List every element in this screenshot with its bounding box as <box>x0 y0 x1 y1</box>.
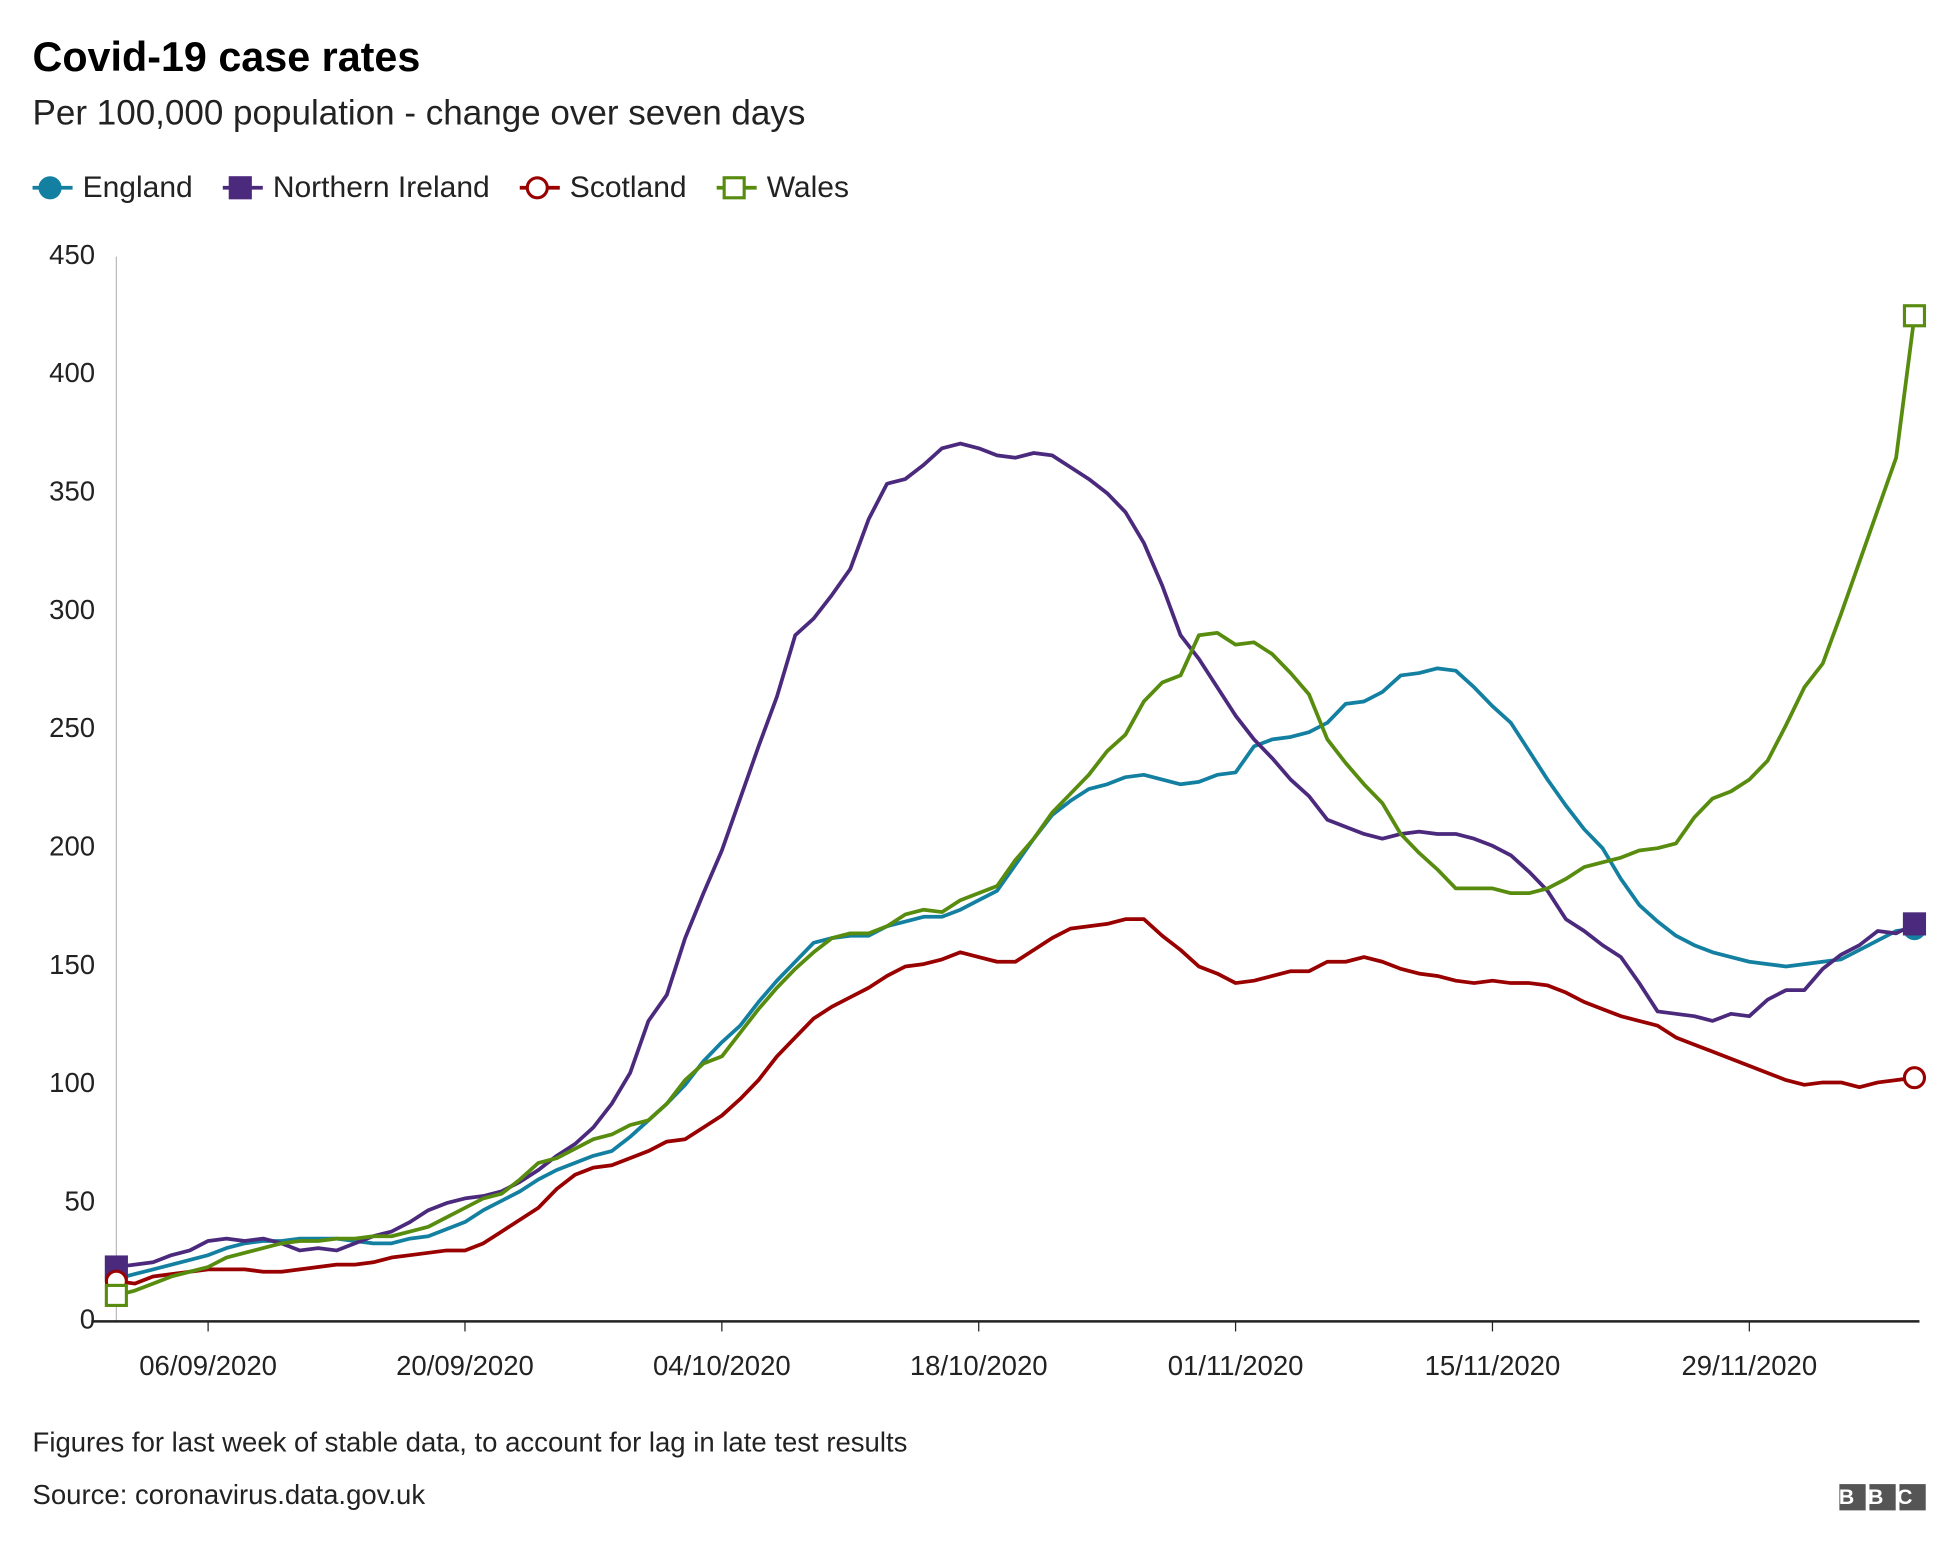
x-tick-label: 18/10/2020 <box>910 1350 1048 1381</box>
legend-item: Scotland <box>519 171 687 204</box>
y-tick-label: 300 <box>49 594 95 625</box>
y-tick-label: 100 <box>49 1067 95 1098</box>
series-line <box>116 917 1915 1286</box>
y-tick-label: 50 <box>64 1185 95 1216</box>
logo-block <box>1899 1484 1926 1511</box>
y-tick-label: 400 <box>49 357 95 388</box>
x-tick-label: 04/10/2020 <box>653 1350 791 1381</box>
x-tick-label: 01/11/2020 <box>1168 1350 1304 1381</box>
legend-item: Wales <box>716 171 849 204</box>
legend-label: Northern Ireland <box>273 171 490 204</box>
logo-text: BBC <box>1839 1485 1926 1509</box>
end-marker <box>1902 304 1927 328</box>
logo: BBC <box>1839 1484 1926 1511</box>
source: Source: coronavirus.data.gov.uk <box>33 1479 426 1510</box>
legend-marker <box>525 176 549 200</box>
legend-item: Northern Ireland <box>222 171 490 204</box>
chart-subtitle: Per 100,000 population - change over sev… <box>33 93 806 132</box>
end-marker <box>1902 912 1927 936</box>
y-tick-label: 350 <box>49 475 95 506</box>
y-tick-label: 450 <box>49 239 95 270</box>
x-tick-label: 06/09/2020 <box>139 1350 277 1381</box>
x-tick-label: 29/11/2020 <box>1681 1350 1817 1381</box>
logo-block <box>1869 1484 1896 1511</box>
logo-block <box>1839 1484 1866 1511</box>
legend-label: Wales <box>767 171 849 204</box>
end-marker <box>104 1283 128 1307</box>
legend-label: England <box>83 171 193 204</box>
x-tick-label: 20/09/2020 <box>396 1350 534 1381</box>
legend-marker <box>38 176 62 200</box>
y-tick-label: 0 <box>80 1304 95 1335</box>
legend-label: Scotland <box>570 171 687 204</box>
y-tick-label: 200 <box>49 830 95 861</box>
y-tick-label: 250 <box>49 712 95 743</box>
legend-marker <box>228 176 252 200</box>
chart-title: Covid-19 case rates <box>33 34 421 80</box>
legend-item: England <box>32 171 193 204</box>
x-tick-label: 15/11/2020 <box>1425 1350 1561 1381</box>
legend-marker <box>722 176 746 200</box>
series-line <box>115 666 1915 1281</box>
y-tick-label: 150 <box>49 949 95 980</box>
series-line <box>115 315 1917 1298</box>
end-marker <box>1902 1066 1927 1090</box>
series-line <box>116 441 1916 1269</box>
footnote: Figures for last week of stable data, to… <box>33 1426 908 1457</box>
